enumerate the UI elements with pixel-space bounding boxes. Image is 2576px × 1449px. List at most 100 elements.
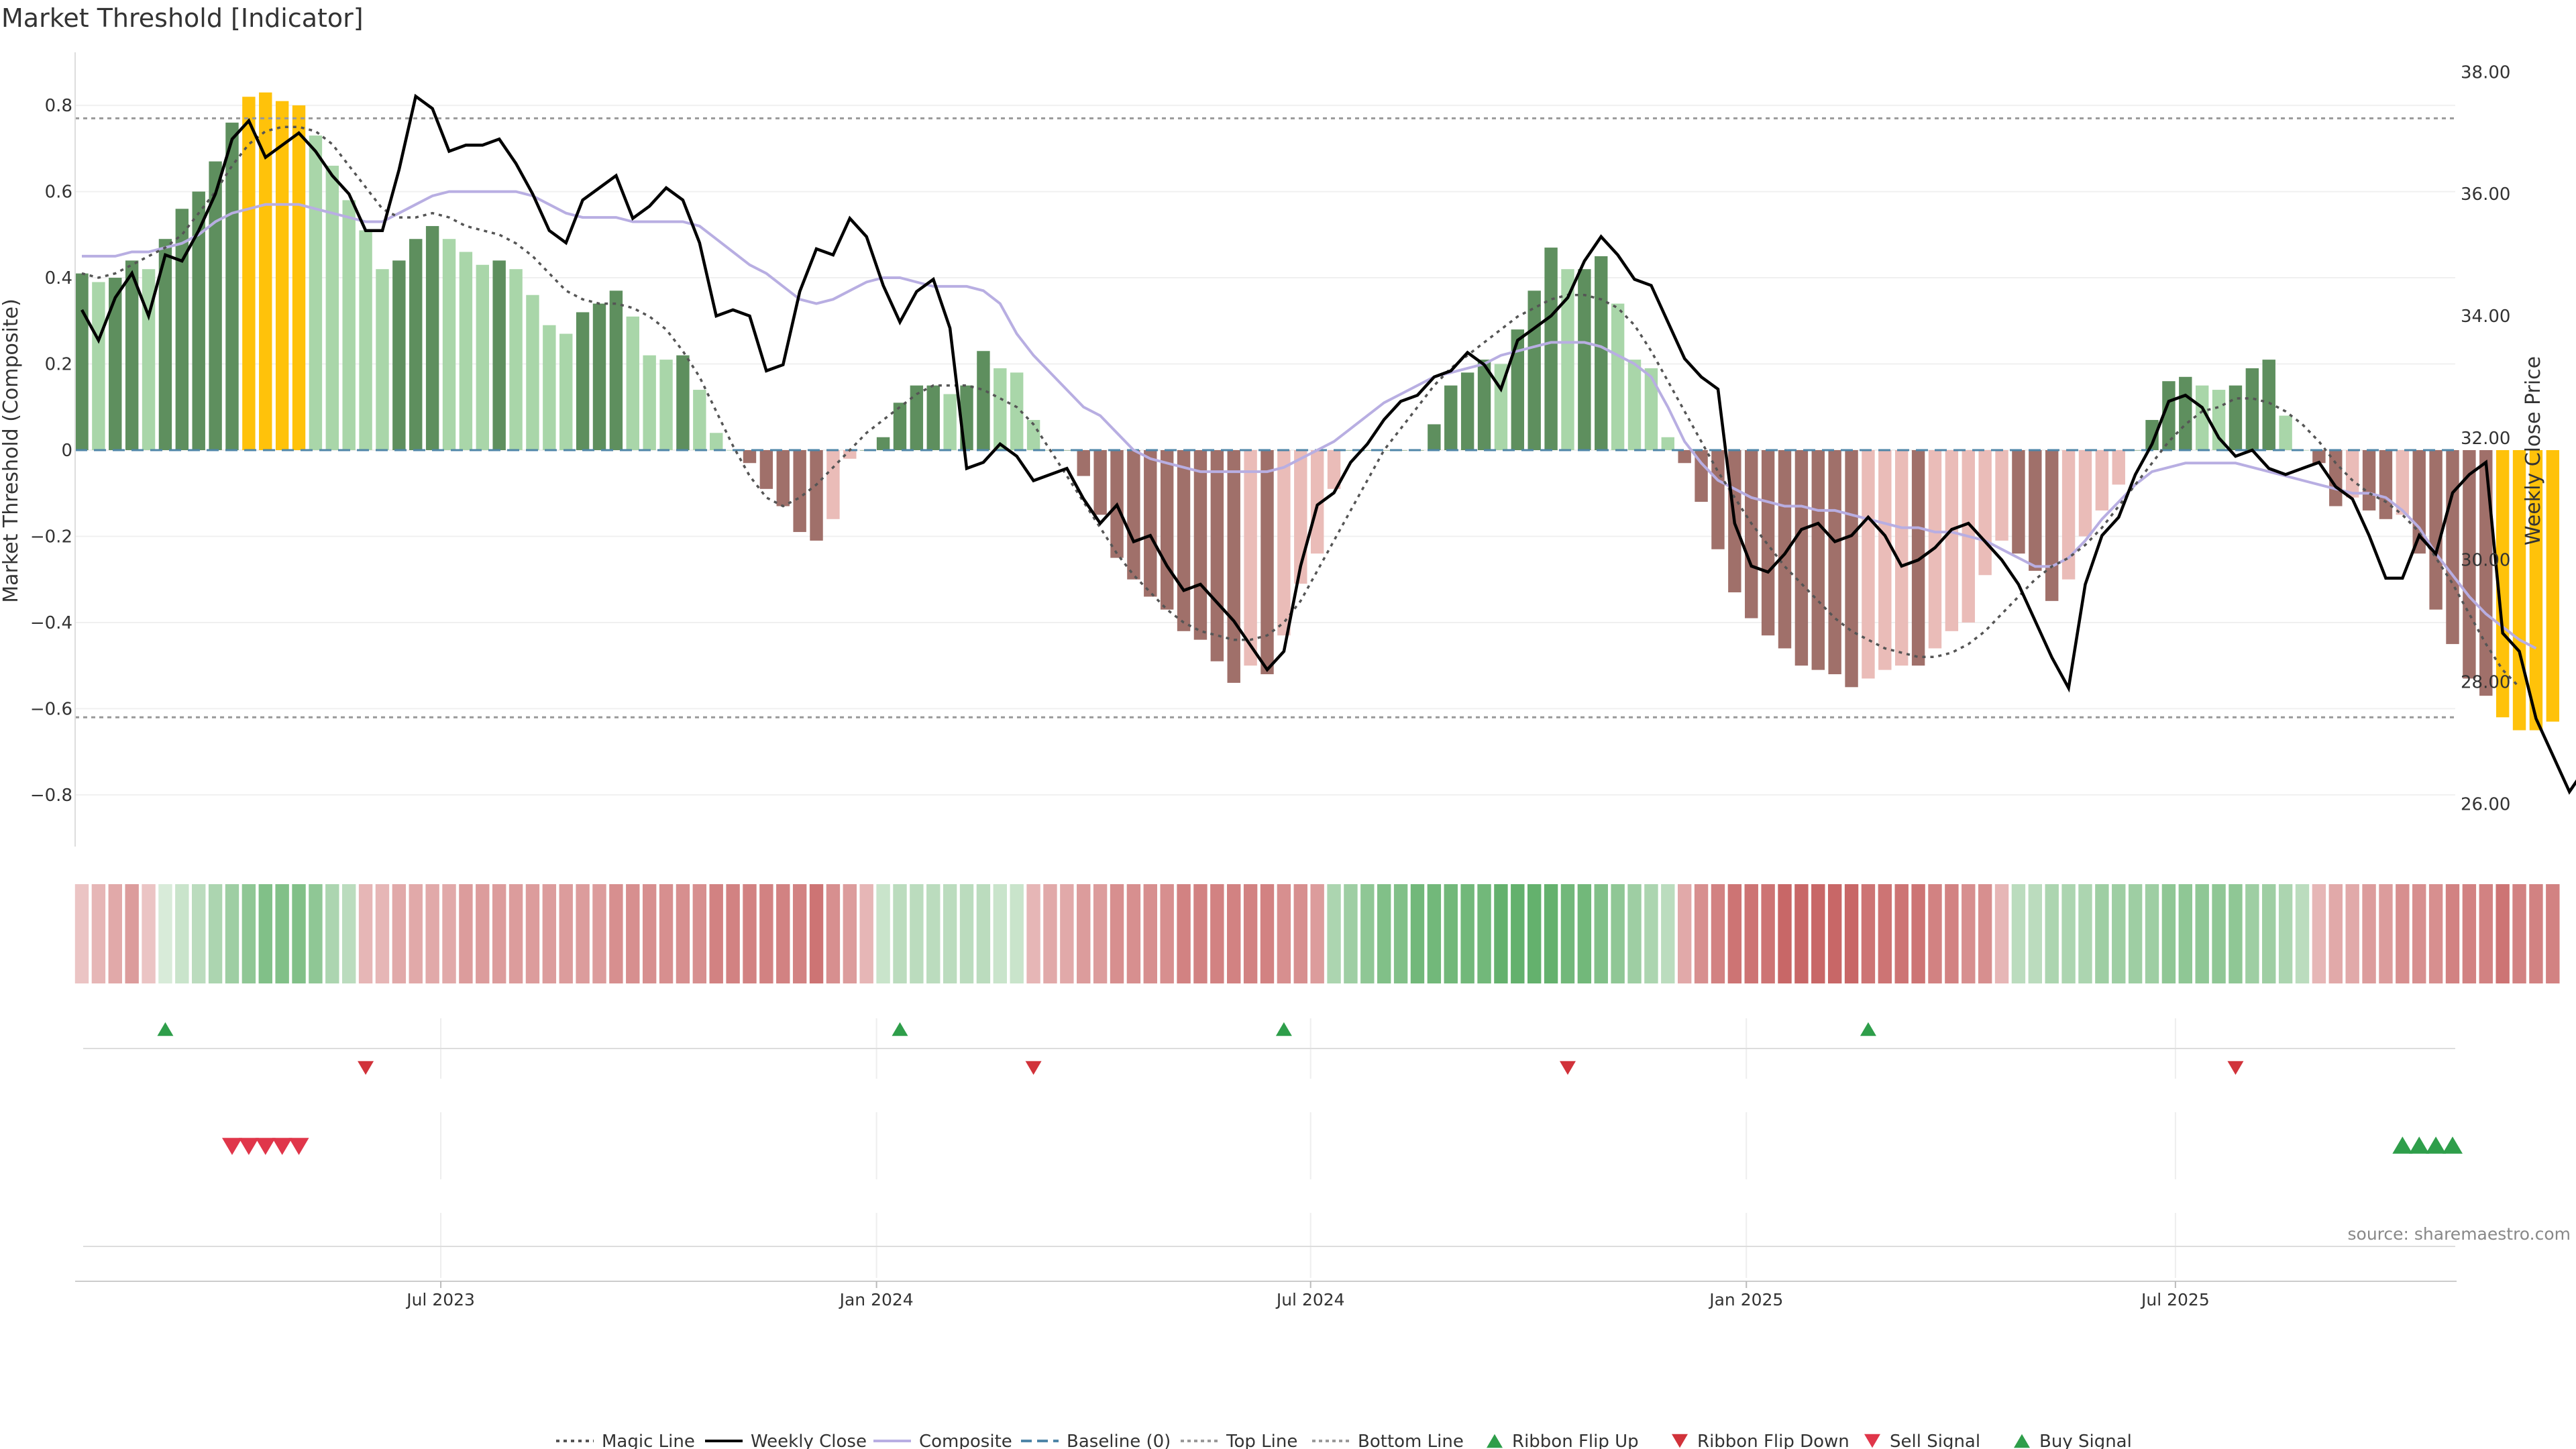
- composite-bar: [543, 325, 556, 450]
- ribbon-cell: [809, 884, 824, 983]
- composite-bar: [2446, 450, 2459, 645]
- ribbon-cell: [1210, 884, 1224, 983]
- ribbon-cell: [1560, 884, 1575, 983]
- composite-bar: [142, 269, 156, 450]
- composite-bar: [1026, 420, 1040, 450]
- y-tick-label: 0.4: [45, 268, 72, 288]
- composite-bar: [1561, 269, 1574, 450]
- ribbon-cell: [1794, 884, 1809, 983]
- ribbon-cell: [1727, 884, 1742, 983]
- ribbon-cell: [2161, 884, 2176, 983]
- ribbon-cell: [2479, 884, 2493, 983]
- ribbon-cell: [1293, 884, 1307, 983]
- composite-bar: [2362, 450, 2376, 511]
- ribbon-cell: [959, 884, 974, 983]
- ribbon-cell: [993, 884, 1008, 983]
- y-axis-label: Market Threshold (Composite): [0, 299, 23, 603]
- ribbon-cell: [358, 884, 373, 983]
- y2-tick-label: 26.00: [2461, 794, 2510, 814]
- composite-bar: [1995, 450, 2008, 541]
- ribbon-cell: [1978, 884, 1992, 983]
- ribbon-cell: [1511, 884, 1525, 983]
- ribbon-cell: [1761, 884, 1775, 983]
- composite-bar: [1511, 329, 1525, 450]
- composite-bar: [2162, 381, 2176, 450]
- ribbon-cell: [275, 884, 289, 983]
- x-tick-label: Jul 2023: [405, 1290, 475, 1309]
- ribbon-cell: [241, 884, 256, 983]
- ribbon-cell: [476, 884, 490, 983]
- composite-bar: [1711, 450, 1725, 549]
- ribbon-cell: [1661, 884, 1675, 983]
- composite-bar: [1878, 450, 1892, 670]
- composite-bar: [893, 402, 907, 450]
- composite-bar: [1260, 450, 1274, 675]
- magic-line: [81, 125, 2520, 688]
- composite-bar: [1761, 450, 1775, 636]
- ribbon-cell: [2412, 884, 2426, 983]
- composite-bar: [2396, 450, 2410, 515]
- buy-signal-marker: [2392, 1136, 2413, 1154]
- composite-bar: [1477, 360, 1491, 450]
- ribbon-cell: [1060, 884, 1074, 983]
- ribbon-cell: [910, 884, 924, 983]
- ribbon-cell: [2428, 884, 2443, 983]
- ribbon-cell: [258, 884, 272, 983]
- ribbon-cell: [341, 884, 356, 983]
- ribbon-cell: [1844, 884, 1859, 983]
- ribbon-cell: [1994, 884, 2009, 983]
- ribbon-cell: [1894, 884, 1909, 983]
- composite-bar: [609, 290, 623, 450]
- y-tick-label: 0: [61, 441, 72, 461]
- composite-bar: [1845, 450, 1858, 688]
- ribbon-flip-up-marker: [157, 1022, 174, 1036]
- composite-bar: [1627, 360, 1642, 450]
- composite-bar: [2145, 420, 2159, 450]
- composite-bar: [1811, 450, 1825, 670]
- ribbon-cell: [1962, 884, 1976, 983]
- legend-label: Ribbon Flip Up: [1512, 1432, 1639, 1449]
- ribbon-cell: [492, 884, 506, 983]
- composite-bar: [459, 252, 473, 450]
- composite-bar: [2479, 450, 2493, 696]
- ribbon-cell: [108, 884, 122, 983]
- composite-bar: [1828, 450, 1841, 675]
- ribbon-cell: [225, 884, 239, 983]
- ribbon-cell: [2245, 884, 2259, 983]
- ribbon-cell: [709, 884, 723, 983]
- ribbon-cell: [1778, 884, 1792, 983]
- ribbon-cell: [1928, 884, 1942, 983]
- composite-bar: [275, 101, 289, 451]
- ribbon-cell: [1227, 884, 1241, 983]
- x-tick-label: Jul 2025: [2140, 1290, 2210, 1309]
- x-tick-label: Jan 2025: [1708, 1290, 1783, 1309]
- ribbon-cell: [1677, 884, 1692, 983]
- composite-bar: [994, 368, 1007, 450]
- ribbon-cell: [1827, 884, 1842, 983]
- legend-label: Buy Signal: [2039, 1432, 2132, 1449]
- ribbon-flip-up-marker: [892, 1022, 908, 1036]
- composite-bar: [242, 97, 256, 450]
- composite-bar: [1578, 269, 1591, 450]
- ribbon-cell: [1811, 884, 1825, 983]
- ribbon-cell: [375, 884, 390, 983]
- legend-label: Composite: [919, 1432, 1012, 1449]
- composite-bar: [2045, 450, 2059, 601]
- composite-bar: [1527, 290, 1541, 450]
- ribbon-cell: [1711, 884, 1725, 983]
- composite-bar: [659, 360, 673, 450]
- ribbon-cell: [776, 884, 790, 983]
- composite-bar: [759, 450, 773, 489]
- composite-bar: [2279, 415, 2292, 450]
- composite-bar: [2496, 450, 2510, 718]
- ribbon-cell: [2512, 884, 2526, 983]
- ribbon-cell: [2112, 884, 2126, 983]
- ribbon-cell: [91, 884, 106, 983]
- composite-bar: [1862, 450, 1875, 679]
- ribbon-cell: [409, 884, 423, 983]
- composite-bar: [1745, 450, 1758, 619]
- composite-bar: [1060, 450, 1074, 451]
- ribbon-cell: [1110, 884, 1124, 983]
- ribbon-cell: [2028, 884, 2043, 983]
- ribbon-cell: [1243, 884, 1258, 983]
